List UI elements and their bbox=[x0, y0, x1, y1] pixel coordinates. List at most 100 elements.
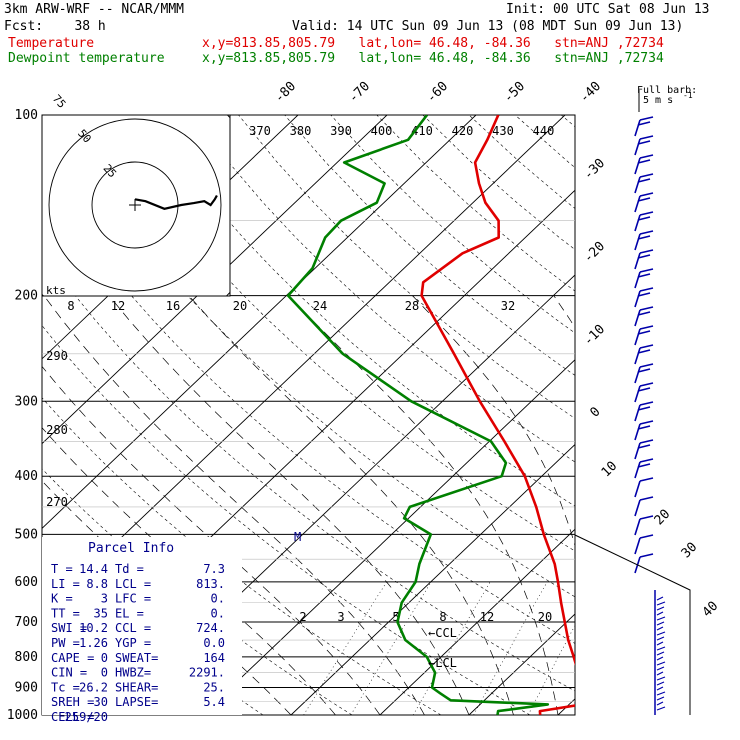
wind-barb bbox=[656, 611, 664, 616]
isotherm-label: 20 bbox=[652, 507, 674, 529]
wind-barb bbox=[634, 461, 641, 479]
parcel-info-cell: 0.0 bbox=[203, 636, 225, 650]
wind-barb bbox=[639, 135, 654, 140]
wind-barb bbox=[639, 458, 654, 463]
wind-barb bbox=[634, 119, 641, 137]
wind-barb bbox=[656, 686, 664, 691]
marker-m-label: M bbox=[294, 530, 301, 544]
dry-adiabat bbox=[284, 115, 575, 376]
wind-barb bbox=[656, 701, 664, 706]
mixing-ratio-line bbox=[600, 582, 666, 715]
wind-barb bbox=[634, 347, 641, 365]
wind-barb bbox=[639, 515, 654, 520]
moist-adiabat bbox=[42, 427, 336, 715]
wind-barb bbox=[634, 271, 641, 289]
wind-barb bbox=[639, 496, 654, 501]
pressure-tick-label: 900 bbox=[15, 681, 38, 696]
pressure-tick-label: 500 bbox=[15, 527, 38, 542]
pressure-tick-label: 400 bbox=[15, 469, 38, 484]
parcel-info-cell: T = bbox=[51, 562, 73, 576]
legend-dewpoint-label: Dewpoint temperature bbox=[8, 51, 165, 66]
parcel-info-cell: 8.8 bbox=[86, 577, 108, 591]
wind-barb bbox=[637, 235, 651, 240]
wind-barb bbox=[639, 268, 654, 273]
isotherm-label: -50 bbox=[501, 79, 528, 106]
isotherm-line bbox=[42, 115, 388, 445]
wind-barb bbox=[634, 480, 641, 498]
parcel-info-box bbox=[42, 537, 242, 715]
wind-barb bbox=[634, 138, 641, 156]
parcel-info-cell: SREH = bbox=[51, 695, 94, 709]
isotherm-label: -70 bbox=[346, 79, 373, 106]
wind-barb bbox=[637, 292, 651, 297]
wind-barb bbox=[637, 330, 651, 335]
theta-label: 400 bbox=[371, 124, 393, 138]
isotherm-label: -30 bbox=[581, 156, 608, 183]
wind-barb bbox=[639, 363, 654, 368]
wind-barb bbox=[634, 404, 641, 422]
wind-barb bbox=[639, 230, 654, 235]
dry-adiabat bbox=[607, 115, 740, 715]
isotherm-line bbox=[468, 613, 575, 715]
parcel-info-cell: 26.2 bbox=[79, 680, 108, 694]
parcel-info-cell: LCL = bbox=[115, 577, 151, 591]
ccl-label: ←CCL bbox=[428, 626, 457, 640]
parcel-info-cell: 25. bbox=[203, 680, 225, 694]
parcel-info-cell: TT = bbox=[51, 606, 80, 620]
isotherm-line bbox=[42, 115, 477, 529]
parcel-info-cell: CIN = bbox=[51, 666, 87, 680]
dewpoint-line bbox=[286, 115, 550, 715]
mixing-ratio-line bbox=[412, 581, 491, 715]
wind-barb bbox=[656, 626, 664, 631]
mixing-ratio-label: 16 bbox=[166, 299, 180, 313]
wind-barb bbox=[639, 420, 654, 425]
theta-label: 420 bbox=[452, 124, 474, 138]
barb-key-units: 5 m s bbox=[643, 95, 673, 106]
isotherm-line bbox=[736, 115, 740, 715]
isotherm-label: -60 bbox=[424, 79, 451, 106]
parcel-info-cell: Tc = bbox=[51, 680, 80, 694]
wind-barb bbox=[634, 442, 641, 460]
parcel-info-cell: LI = bbox=[51, 577, 80, 591]
wind-barb bbox=[639, 116, 654, 121]
mixing-ratio-line bbox=[350, 581, 432, 715]
mixing-ratio-label-low: 20 bbox=[538, 610, 552, 624]
wind-barb bbox=[637, 159, 651, 164]
wind-barb bbox=[656, 596, 664, 601]
wind-barb bbox=[639, 553, 654, 558]
wind-barb bbox=[634, 385, 641, 403]
wind-barb bbox=[634, 366, 641, 384]
wind-barb bbox=[639, 173, 654, 178]
theta-label: 440 bbox=[533, 124, 555, 138]
wind-barb bbox=[639, 382, 654, 387]
mixing-ratio-line bbox=[303, 581, 387, 715]
wind-barb bbox=[656, 696, 665, 701]
parcel-info-cell: EL = bbox=[115, 606, 144, 620]
isotherm-line bbox=[557, 698, 575, 715]
isotherm-line bbox=[379, 528, 575, 715]
parcel-info-cell: 35 bbox=[94, 606, 108, 620]
parcel-info-cell: 0 bbox=[101, 666, 108, 680]
moist-adiabat bbox=[412, 295, 575, 547]
wind-barb bbox=[637, 140, 651, 145]
parcel-info-cell: CELL = bbox=[51, 710, 94, 724]
isotherm-label: -80 bbox=[272, 79, 299, 106]
parcel-info-cell: SWEAT= bbox=[115, 651, 158, 665]
parcel-info-cell: 0 bbox=[101, 651, 108, 665]
parcel-info-title: Parcel Info bbox=[88, 541, 174, 556]
parcel-info-cell: K = bbox=[51, 592, 73, 606]
wind-barb bbox=[639, 401, 654, 406]
wind-barb bbox=[639, 439, 654, 444]
wind-barb bbox=[637, 463, 651, 468]
wind-barb bbox=[637, 387, 651, 392]
wind-barb bbox=[634, 537, 641, 555]
lcl-label: ←LCL bbox=[428, 656, 457, 670]
mixing-ratio-label-low: 8 bbox=[439, 610, 446, 624]
parcel-info-cell: HWBZ= bbox=[115, 666, 151, 680]
hodograph-ring bbox=[48, 118, 222, 292]
wind-barb bbox=[656, 641, 664, 646]
pressure-tick-label: 700 bbox=[15, 615, 38, 630]
theta-label: 380 bbox=[290, 124, 312, 138]
isotherm-line bbox=[647, 115, 740, 715]
